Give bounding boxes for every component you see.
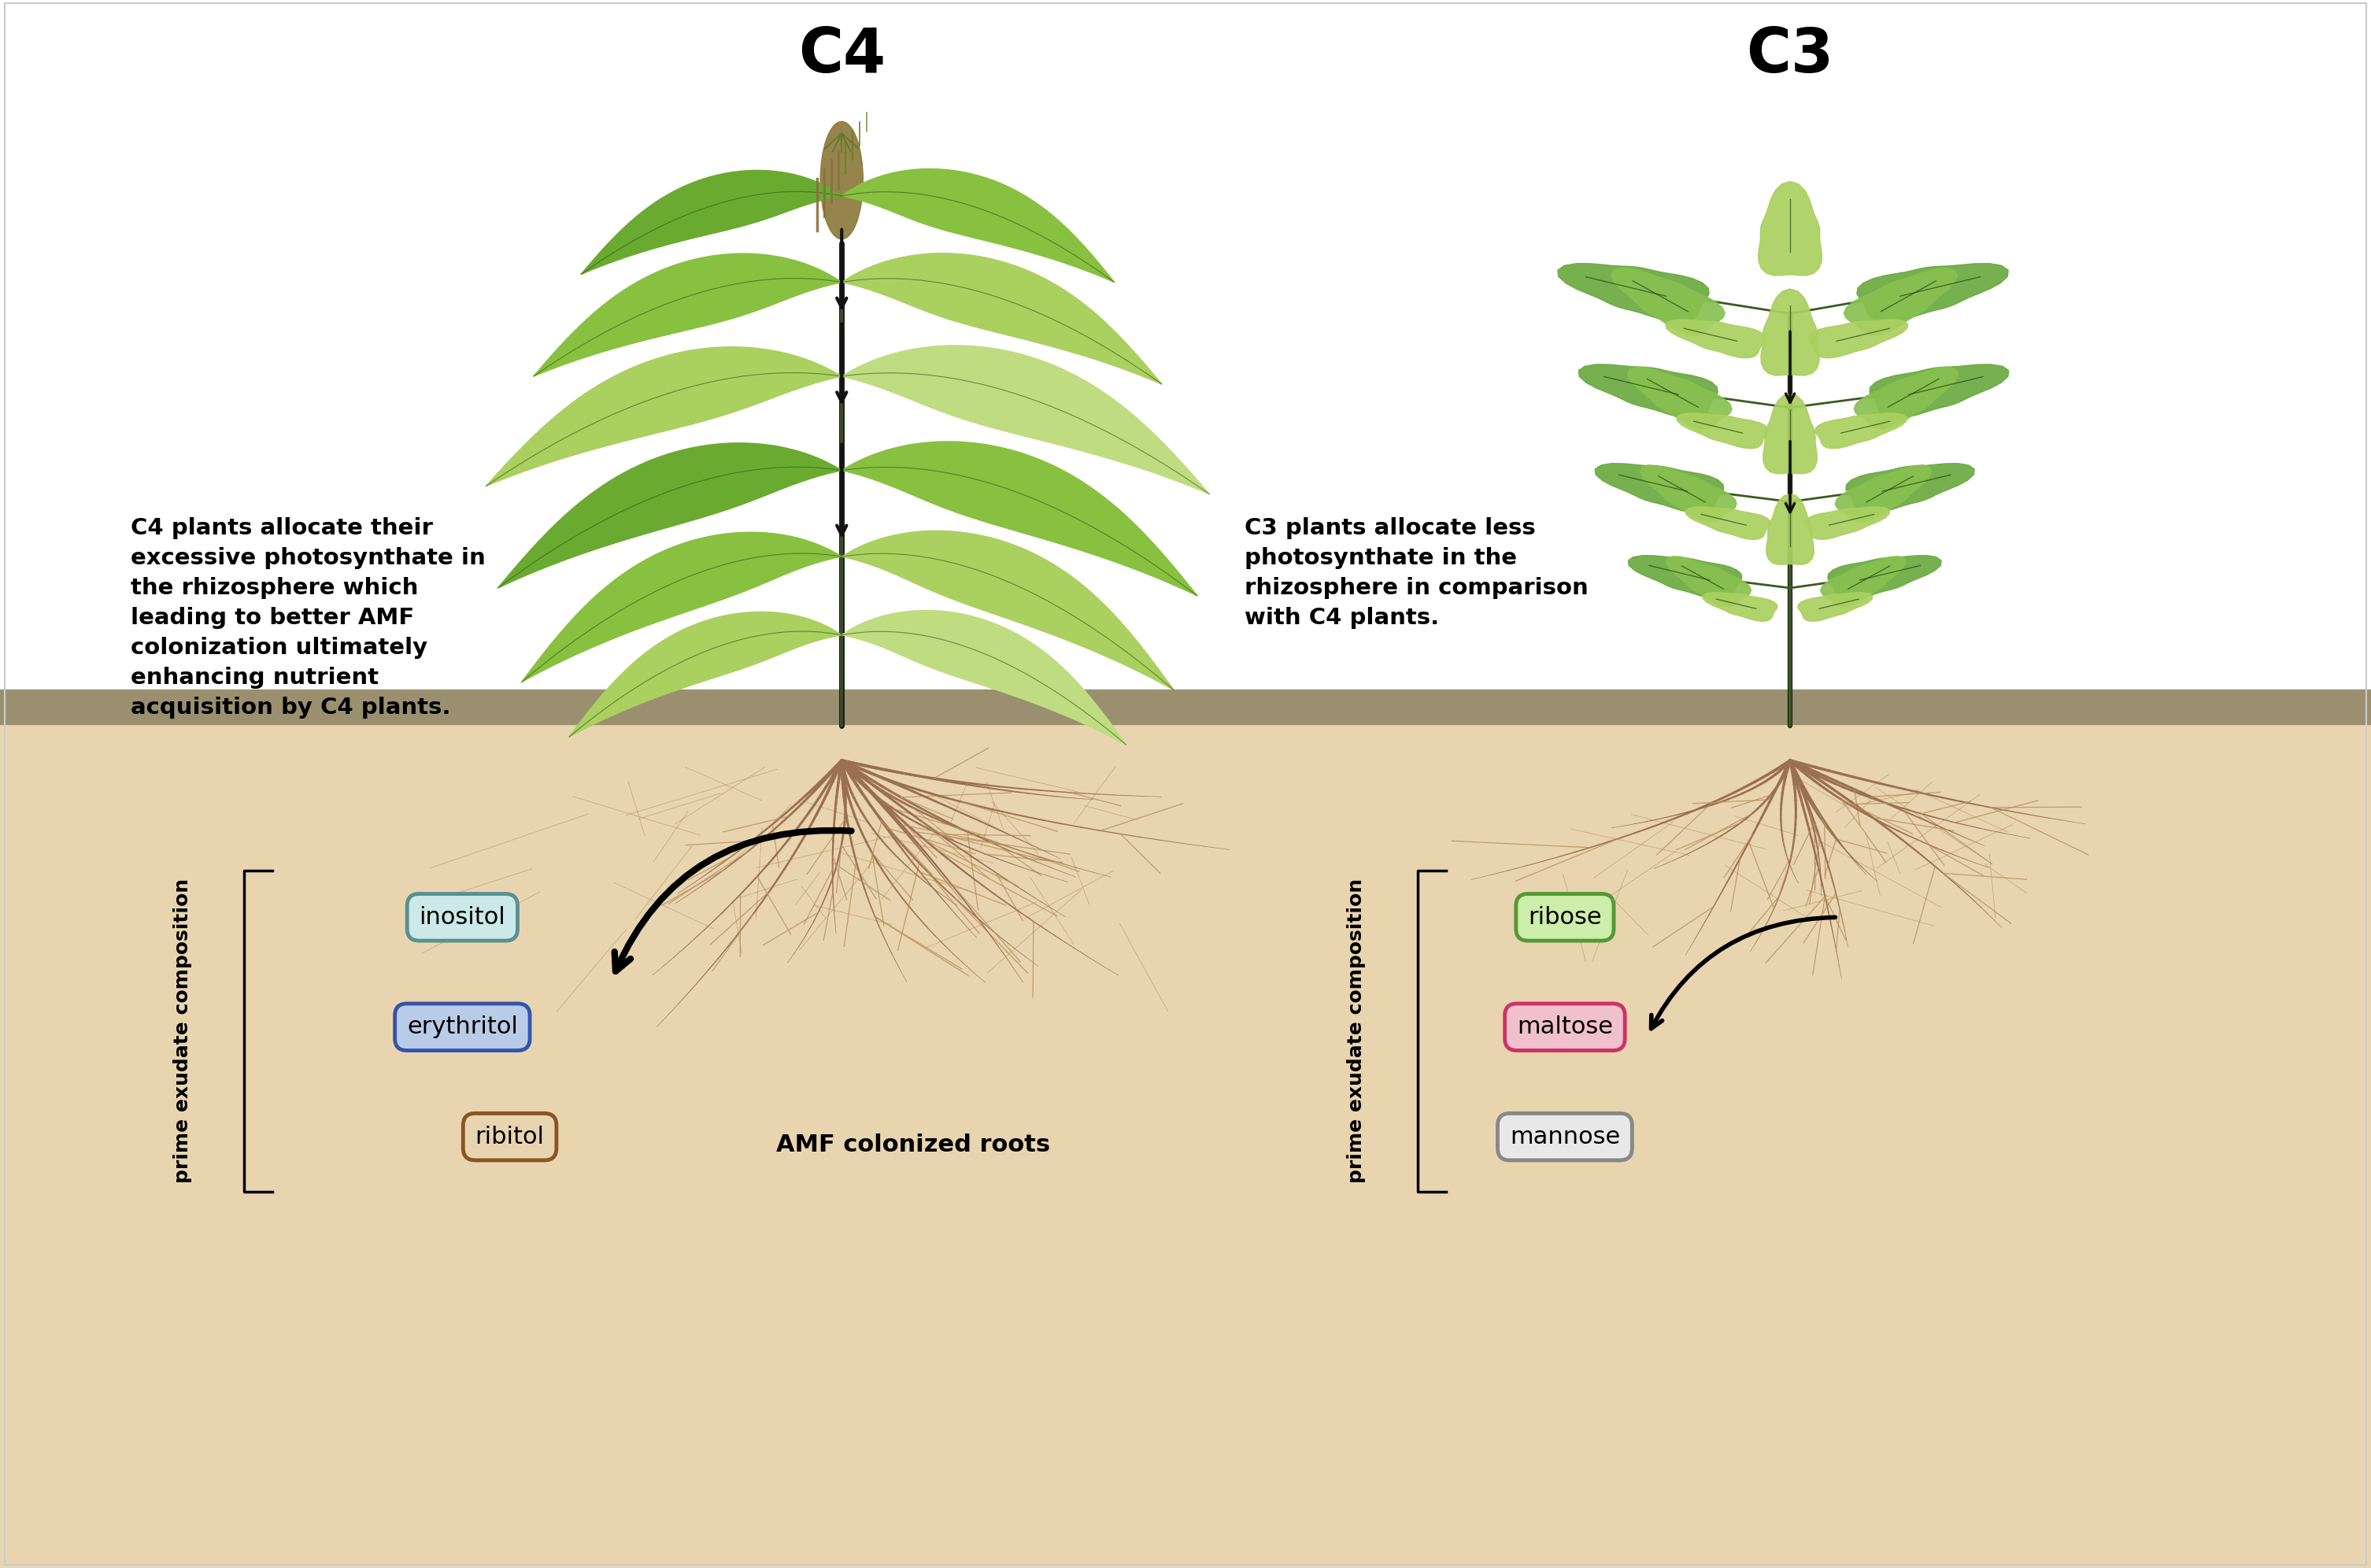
Text: C4: C4 <box>799 25 884 85</box>
Text: ribose: ribose <box>1527 906 1603 928</box>
Polygon shape <box>1835 466 1932 522</box>
Polygon shape <box>1558 263 1709 321</box>
Polygon shape <box>1579 364 1719 419</box>
Polygon shape <box>1676 414 1769 448</box>
Text: inositol: inositol <box>420 906 505 928</box>
Bar <box>0 690 2371 724</box>
Bar <box>0 696 2371 1568</box>
Text: C4 plants allocate their
excessive photosynthate in
the rhizosphere which
leadin: C4 plants allocate their excessive photo… <box>130 517 486 718</box>
Polygon shape <box>842 610 1126 745</box>
Text: ribitol: ribitol <box>474 1126 545 1148</box>
Text: AMF colonized roots: AMF colonized roots <box>775 1134 1050 1156</box>
Polygon shape <box>1612 268 1724 336</box>
Text: mannose: mannose <box>1510 1126 1619 1148</box>
Text: prime exudate composition: prime exudate composition <box>173 878 192 1184</box>
Polygon shape <box>1629 555 1743 599</box>
Polygon shape <box>1828 555 1942 599</box>
Polygon shape <box>1847 464 1975 513</box>
Polygon shape <box>1797 593 1873 621</box>
Polygon shape <box>581 171 842 274</box>
Polygon shape <box>842 254 1162 384</box>
Polygon shape <box>1702 593 1778 621</box>
Polygon shape <box>498 444 842 588</box>
Polygon shape <box>842 345 1209 494</box>
Polygon shape <box>1686 506 1771 539</box>
Polygon shape <box>1868 364 2008 419</box>
Polygon shape <box>1641 466 1736 522</box>
Polygon shape <box>1854 367 1958 430</box>
Text: maltose: maltose <box>1517 1016 1612 1038</box>
Polygon shape <box>842 169 1114 282</box>
Polygon shape <box>842 442 1197 596</box>
Polygon shape <box>842 532 1174 690</box>
Polygon shape <box>1766 494 1814 564</box>
Polygon shape <box>1816 414 1906 448</box>
Polygon shape <box>522 532 842 682</box>
Polygon shape <box>1804 506 1890 539</box>
Polygon shape <box>1809 320 1909 358</box>
Text: erythritol: erythritol <box>408 1016 517 1038</box>
Text: C3: C3 <box>1747 25 1833 85</box>
Polygon shape <box>1821 557 1906 607</box>
Text: prime exudate composition: prime exudate composition <box>1347 878 1366 1184</box>
Polygon shape <box>1845 268 1958 336</box>
Polygon shape <box>1762 289 1819 375</box>
Polygon shape <box>1627 367 1731 430</box>
Polygon shape <box>569 612 842 737</box>
Polygon shape <box>1759 182 1821 276</box>
Polygon shape <box>1856 263 2008 321</box>
Polygon shape <box>1667 320 1766 358</box>
Polygon shape <box>486 347 842 486</box>
Text: C3 plants allocate less
photosynthate in the
rhizosphere in comparison
with C4 p: C3 plants allocate less photosynthate in… <box>1245 517 1589 629</box>
Polygon shape <box>1667 557 1752 607</box>
Ellipse shape <box>820 121 863 238</box>
Polygon shape <box>1764 394 1816 474</box>
Polygon shape <box>533 254 842 376</box>
Polygon shape <box>1596 464 1724 513</box>
